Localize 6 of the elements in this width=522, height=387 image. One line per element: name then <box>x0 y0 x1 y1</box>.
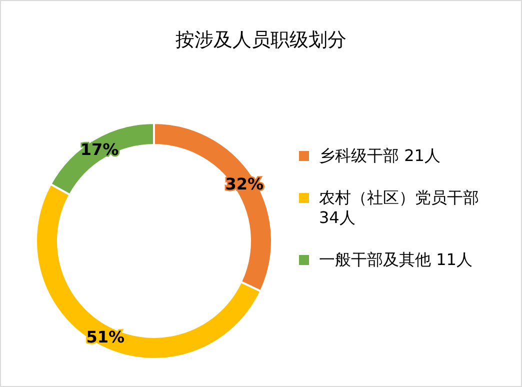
legend-label: 一般干部及其他 11人 <box>319 250 472 269</box>
legend-label: 农村（社区）党员干部 34人 <box>319 188 479 227</box>
chart-title: 按涉及人员职级划分 <box>174 28 348 53</box>
data-label: 17% <box>80 140 119 159</box>
data-label: 51% <box>86 327 125 346</box>
legend-label: 乡科级干部 21人 <box>319 146 440 165</box>
